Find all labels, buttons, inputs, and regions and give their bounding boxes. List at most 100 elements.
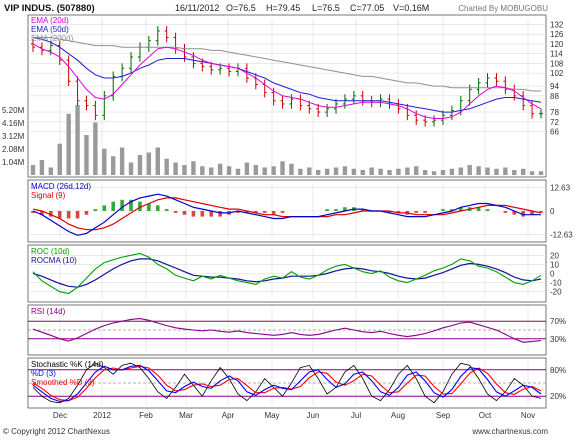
volume-bar xyxy=(137,155,143,175)
roc-tick-label: 0 xyxy=(550,270,555,279)
price-tick-label: 114 xyxy=(550,50,563,59)
stoch-tick-label: 20% xyxy=(550,392,566,401)
macd-histogram-bar xyxy=(57,211,62,219)
x-tick-label: Nov xyxy=(521,411,535,420)
macd-line xyxy=(32,193,541,236)
macd-histogram-bar xyxy=(236,211,240,213)
macd-histogram-bar xyxy=(521,211,525,217)
price-tick-label: 88 xyxy=(550,92,559,101)
legend-ema50: EMA (50d) xyxy=(31,25,69,34)
volume-bar xyxy=(315,170,321,175)
price-tick-label: 132 xyxy=(550,20,564,29)
macd-histogram-bar xyxy=(414,211,419,213)
legend-rsi: RSI (14d) xyxy=(31,307,66,316)
volume-bar xyxy=(307,167,312,175)
macd-histogram-bar xyxy=(40,211,44,215)
stoch-smoothed-line xyxy=(32,365,542,402)
price-tick-label: 102 xyxy=(550,69,564,78)
volume-bar xyxy=(494,168,499,175)
volume-tick-label: 2.08M xyxy=(2,145,25,154)
legend-ema20: EMA (20d) xyxy=(31,16,69,25)
volume-bar xyxy=(351,168,357,175)
macd-histogram-bar xyxy=(485,209,490,211)
volume-bar xyxy=(280,161,285,175)
volume-bar xyxy=(538,171,544,175)
macd-histogram-bar xyxy=(254,211,258,213)
macd-histogram-bar xyxy=(164,209,169,211)
macd-histogram-bar xyxy=(360,209,365,211)
macd-tick-label: 12.63 xyxy=(550,183,571,192)
macd-histogram-bar xyxy=(503,211,508,213)
ema20-line xyxy=(32,43,542,119)
stoch-d-line xyxy=(32,364,542,403)
volume-bar xyxy=(289,163,294,175)
legend-stoch-k: Stochastic %K (14d) xyxy=(31,360,104,369)
x-tick-label: 2012 xyxy=(93,411,111,420)
header-low: L=76.5 xyxy=(312,3,340,13)
volume-bar xyxy=(529,171,535,175)
rsi-tick-label: 70% xyxy=(550,317,566,326)
macd-histogram-bar xyxy=(334,209,338,211)
volume-bar xyxy=(200,166,205,175)
copyright: © Copyright 2012 ChartNexus xyxy=(3,427,110,436)
macd-histogram-bar xyxy=(539,211,543,213)
volume-bar xyxy=(75,105,80,175)
legend-signal: Signal (9) xyxy=(31,191,66,200)
macd-histogram-bar xyxy=(75,211,80,219)
macd-histogram-bar xyxy=(138,201,142,211)
x-tick-label: Apr xyxy=(222,411,235,420)
volume-bar xyxy=(164,158,169,175)
volume-bar xyxy=(512,170,517,175)
volume-bar xyxy=(271,166,276,175)
volume-bar xyxy=(209,167,214,175)
header-close: C=77.05 xyxy=(350,3,384,13)
volume-bar xyxy=(360,170,365,175)
volume-bar xyxy=(93,122,98,175)
x-tick-label: May xyxy=(264,411,279,420)
volume-bar xyxy=(422,170,428,175)
site-url: www.chartnexus.com xyxy=(471,427,548,436)
volume-bar xyxy=(369,167,374,175)
legend-stoch-smoothed: Smoothed %D (3) xyxy=(31,378,95,387)
volume-bar xyxy=(485,167,490,175)
volume-bar xyxy=(298,168,303,175)
price-tick-label: 120 xyxy=(550,40,564,49)
x-tick-label: Mar xyxy=(179,411,193,420)
macd-histogram-bar xyxy=(280,211,285,213)
x-tick-label: Jul xyxy=(351,411,361,420)
volume-tick-label: 1.04M xyxy=(2,158,25,167)
volume-bar xyxy=(119,147,125,175)
volume-bar xyxy=(111,156,116,175)
volume-bar xyxy=(378,168,383,175)
volume-bar xyxy=(253,165,259,175)
macd-histogram-bar xyxy=(102,205,107,211)
volume-tick-label: 3.12M xyxy=(2,132,25,141)
x-tick-label: Sep xyxy=(436,411,451,420)
volume-bar xyxy=(155,147,160,175)
rsi-tick-label: 30% xyxy=(550,335,566,344)
x-tick-label: Feb xyxy=(139,411,153,420)
macd-histogram-bar xyxy=(173,211,178,213)
macd-tick-label: -12.63 xyxy=(550,231,573,240)
volume-bar xyxy=(449,168,455,175)
macd-histogram-bar xyxy=(49,211,53,217)
volume-bar xyxy=(503,167,508,175)
macd-histogram-bar xyxy=(325,209,329,211)
macd-histogram-bar xyxy=(84,211,89,215)
volume-tick-label: 4.16M xyxy=(2,119,25,128)
roc-tick-label: -10 xyxy=(550,279,562,288)
macd-histogram-bar xyxy=(200,211,205,217)
volume-bar xyxy=(342,166,348,175)
macd-histogram-bar xyxy=(93,209,98,211)
volume-bar xyxy=(262,167,267,175)
volume-bar xyxy=(39,160,45,175)
chart-title: VIP INDUS. (507880) xyxy=(4,3,95,14)
volume-bar xyxy=(458,167,463,175)
volume-bar xyxy=(467,165,472,175)
macd-histogram-bar xyxy=(66,211,71,219)
macd-tick-label: 0 xyxy=(550,207,555,216)
volume-bar xyxy=(396,168,401,175)
price-tick-label: 126 xyxy=(550,30,564,39)
